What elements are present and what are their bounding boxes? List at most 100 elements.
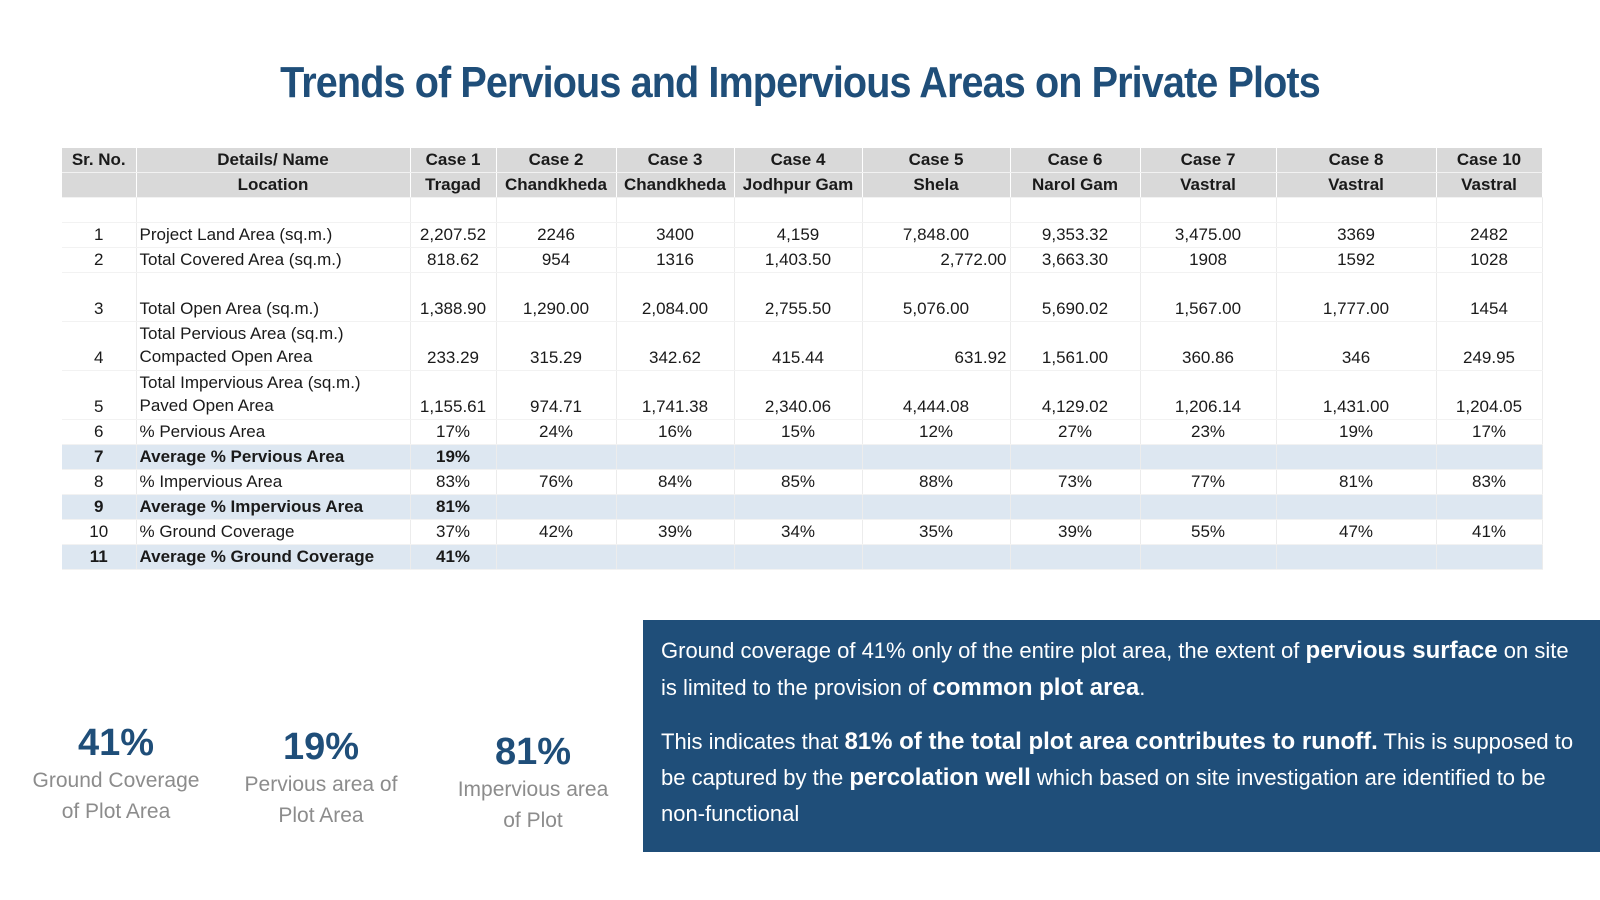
table-cell: 631.92 [862,321,1011,371]
stat-label: Impervious area of Plot [457,778,609,832]
table-cell [734,494,863,520]
table-cell: 1,777.00 [1276,272,1437,322]
table-row: 2 Total Covered Area (sq.m.) 818.62 954 1316… [62,247,1543,273]
table-cell: 88% [862,469,1011,495]
table-cell [734,544,863,570]
table-cell: 47% [1276,519,1437,545]
table-cell: 1454 [1436,272,1543,322]
table-cell: 34% [734,519,863,545]
table-row: 4 Total Pervious Area (sq.m.) Compacted Op… [62,321,1543,371]
table-cell: 1,741.38 [616,370,735,420]
table-cell [1436,444,1543,470]
table-cell: 342.62 [616,321,735,371]
header-cell: Case 2 [496,148,617,173]
table-cell [862,494,1011,520]
table-cell [62,197,137,223]
table-cell: 84% [616,469,735,495]
row-detail: % Impervious Area [136,469,411,495]
row-detail: Average % Ground Coverage [136,544,411,570]
row-detail: Total Impervious Area (sq.m.) Paved Open … [136,370,411,420]
table-cell: 1,206.14 [1140,370,1277,420]
table-cell [1010,544,1141,570]
note-paragraph-1: Ground coverage of 41% only of the entir… [661,637,1569,701]
table-cell: 1,204.05 [1436,370,1543,420]
table-cell: 37% [410,519,497,545]
stat-value: 41% [77,722,155,764]
table-cell: 16% [616,419,735,445]
table-cell [496,494,617,520]
row-detail: % Pervious Area [136,419,411,445]
table-cell: 41% [1436,519,1543,545]
table-row: 8% Impervious Area 83% 76% 84% 85% 88% 73% 77% 8… [62,469,1543,495]
header-cell: Case 6 [1010,148,1141,173]
table-cell [496,197,617,223]
row-number: 3 [62,272,137,322]
table-cell: 415.44 [734,321,863,371]
table-row: 9 Average % Impervious Area 81% [62,494,1543,520]
header-cell: Vastral [1140,172,1277,198]
table-cell: 954 [496,247,617,273]
table-cell: 1028 [1436,247,1543,273]
header-cell: Case 10 [1436,148,1543,173]
table-cell [410,197,497,223]
row-detail: Total Pervious Area (sq.m.) Compacted Ope… [136,321,411,371]
table-cell: 2246 [496,222,617,248]
table-cell: 17% [410,419,497,445]
header-cell: Jodhpur Gam [734,172,863,198]
table-cell: 17% [1436,419,1543,445]
row-number: 9 [62,494,137,520]
table-cell: 85% [734,469,863,495]
row-number: 1 [62,222,137,248]
table-cell: 2,084.00 [616,272,735,322]
table-cell: 55% [1140,519,1277,545]
header-cell [62,172,137,198]
row-number: 5 [62,370,137,420]
row-number: 11 [62,544,137,570]
table-cell: 19% [410,444,497,470]
table-cell: 24% [496,419,617,445]
table-cell: 1908 [1140,247,1277,273]
table-cell: 1592 [1276,247,1437,273]
summary-note-box: Ground coverage of 41% only of the entir… [643,620,1600,852]
page-title: Trends of Pervious and Impervious Areas … [280,58,1321,107]
table-cell: 3,475.00 [1140,222,1277,248]
header-cell: Case 8 [1276,148,1437,173]
row-detail: Total Open Area (sq.m.) [136,272,411,322]
stat-value: 81% [494,731,572,773]
table-cell [1010,197,1141,223]
table-cell: 19% [1276,419,1437,445]
table-cell: 39% [1010,519,1141,545]
table-cell: 346 [1276,321,1437,371]
table-cell [496,444,617,470]
table-row: 5 Total Impervious Area (sq.m.) Paved Open… [62,370,1543,420]
table-cell [734,197,863,223]
table-cell: 2,207.52 [410,222,497,248]
table-cell [1276,544,1437,570]
row-number: 7 [62,444,137,470]
table-row: 6% Pervious Area 17% 24% 16% 15% 12% 27% 23% 19%… [62,419,1543,445]
table-cell: 5,076.00 [862,272,1011,322]
table-cell [1010,444,1141,470]
table-cell: 76% [496,469,617,495]
table-cell: 1,290.00 [496,272,617,322]
table-cell: 2,340.06 [734,370,863,420]
table-cell: 41% [410,544,497,570]
header-cell: Narol Gam [1010,172,1141,198]
stat-label: Pervious area of Plot Area [244,773,398,827]
spacer-row [62,197,1543,223]
table-cell [862,197,1011,223]
row-detail: % Ground Coverage [136,519,411,545]
header-cell: Chandkheda [616,172,735,198]
table-cell: 360.86 [1140,321,1277,371]
table-cell: 3400 [616,222,735,248]
header-row-2: Location Tragad Chandkheda Chandkheda Jo… [62,172,1543,198]
table-cell [862,444,1011,470]
header-cell: Case 3 [616,148,735,173]
table-cell: 818.62 [410,247,497,273]
table-cell [616,494,735,520]
table-cell: 1316 [616,247,735,273]
header-cell: Sr. No. [62,148,137,173]
row-detail: Average % Pervious Area [136,444,411,470]
row-number: 2 [62,247,137,273]
header-cell: Case 4 [734,148,863,173]
